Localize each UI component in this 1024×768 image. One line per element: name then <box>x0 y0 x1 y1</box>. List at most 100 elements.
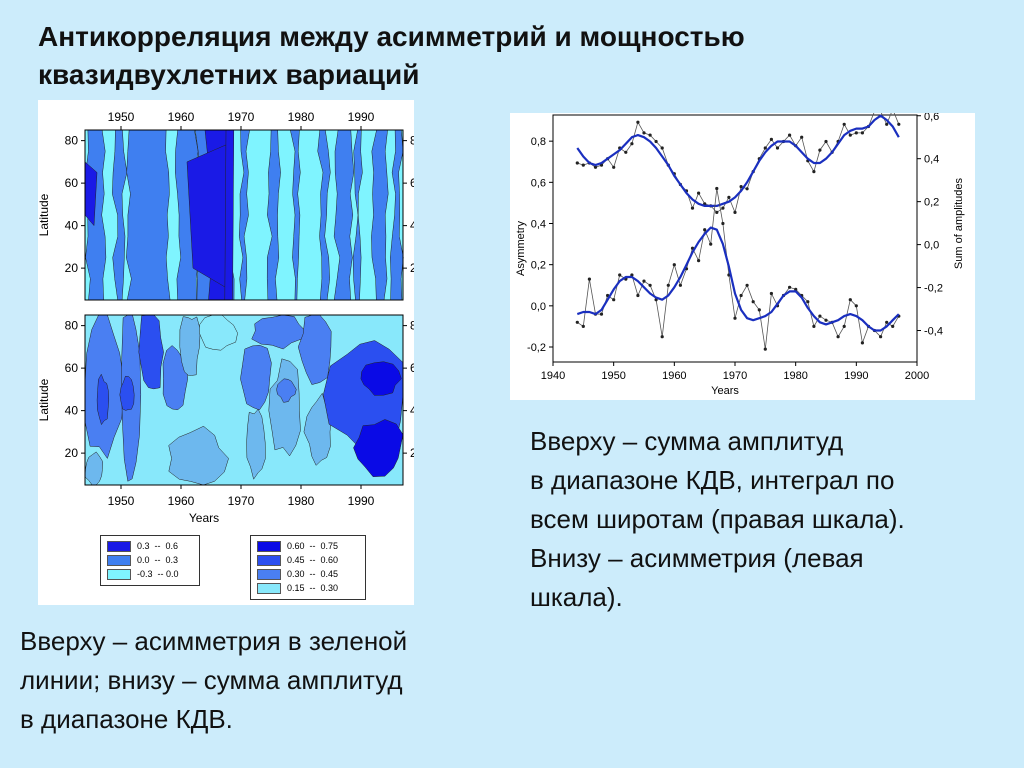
right-caption: Вверху – сумма амплитуд в диапазоне КДВ,… <box>530 422 1024 617</box>
series-right-point <box>788 133 792 137</box>
y-tick-label: 40 <box>65 404 79 418</box>
right-caption-line: шкала). <box>530 582 623 612</box>
asymmetry-band <box>126 129 171 301</box>
x-tick-label-top: 1960 <box>168 110 195 124</box>
series-left-point <box>763 347 767 351</box>
x-tick-label-top: 1990 <box>348 110 375 124</box>
x-tick-label-bottom: 1980 <box>288 494 315 508</box>
timeseries-figure: 1,00,80,60,40,20,0-0,20,60,40,20,0-0,2-0… <box>510 95 975 400</box>
series-left-point <box>885 320 889 324</box>
series-right-point <box>897 122 901 126</box>
series-left-point <box>581 324 585 328</box>
series-left-point <box>721 221 725 226</box>
left-caption-line: линии; внизу – сумма амплитуд <box>20 665 403 695</box>
y-tick-label: 80 <box>410 319 414 333</box>
asymmetry-dark-region <box>224 129 235 301</box>
amplitude-contour <box>199 314 238 351</box>
y-tick-label: 40 <box>65 219 79 233</box>
series-right-point <box>660 146 664 150</box>
slide-title: Антикорреляция между асимметрий и мощнос… <box>38 18 938 94</box>
series-left-point <box>824 318 828 322</box>
x-tick-label-top: 1970 <box>228 110 255 124</box>
y-tick-label: 20 <box>410 446 414 460</box>
x-tick-label: 2000 <box>905 370 929 382</box>
y-tick-label: 80 <box>65 134 79 148</box>
y-tick-label: 60 <box>65 176 79 190</box>
left-caption: Вверху – асимметрия в зеленой линии; вни… <box>20 622 540 739</box>
series-right-point <box>860 131 864 135</box>
series-left-point <box>818 314 822 318</box>
x-tick-label: 1960 <box>662 370 686 382</box>
y-tick-label: 60 <box>65 361 79 375</box>
x-tick-label-bottom: 1950 <box>108 494 135 508</box>
series-right-point <box>612 165 616 169</box>
y-tick-label: 20 <box>65 261 79 275</box>
x-tick-label-top: 1980 <box>288 110 315 124</box>
series-right-point <box>733 210 737 214</box>
amplitude-contour <box>168 425 229 486</box>
amplitude-map-frame <box>84 314 404 486</box>
amplitude-contour <box>276 378 297 403</box>
x-tick-label-top: 1950 <box>108 110 135 124</box>
right-caption-line: Внизу – асимметрия (левая <box>530 543 864 573</box>
series-left-point <box>836 335 840 339</box>
legend-entry: 0.60 -- 0.75 <box>251 539 365 553</box>
series-right-point <box>697 191 701 195</box>
y-left-tick-label: 0,4 <box>531 219 546 231</box>
series-left-point <box>678 283 682 287</box>
series-left-point <box>618 273 622 277</box>
series-right-point <box>727 195 731 199</box>
series-right-point <box>636 120 640 124</box>
series-right-point <box>848 133 852 137</box>
y-right-tick-label: -0,2 <box>924 283 943 295</box>
series-left-point <box>599 312 604 316</box>
series-left-point <box>648 283 652 287</box>
y-left-axis-label: Asymmetry <box>515 221 527 277</box>
series-left-point <box>788 285 792 289</box>
series-left-point <box>812 324 816 328</box>
series-left-point <box>794 287 798 291</box>
x-tick-label: 1980 <box>783 370 807 382</box>
series-right-point <box>885 122 889 126</box>
y-tick-label: 20 <box>410 261 414 275</box>
series-left-point <box>715 186 719 191</box>
series-right-point <box>769 137 773 141</box>
y-left-tick-label: 0,8 <box>531 136 546 148</box>
y-tick-label: 40 <box>410 219 414 233</box>
legend-label: 0.30 -- 0.45 <box>287 569 339 579</box>
series-left-point <box>612 298 616 302</box>
y-right-tick-label: 0,6 <box>924 113 939 123</box>
series-left-point <box>806 300 810 304</box>
y-axis-label: Latitude <box>38 378 51 421</box>
y-left-tick-label: 0,6 <box>531 177 546 189</box>
legend-label: 0.0 -- 0.3 <box>137 555 179 565</box>
series-left-point <box>842 324 846 328</box>
y-left-tick-label: 0,2 <box>531 260 546 272</box>
amplitude-contour <box>360 361 402 396</box>
y-right-tick-label: 0,2 <box>924 197 939 209</box>
y-tick-label: 20 <box>65 446 79 460</box>
series-left-point <box>860 341 864 345</box>
legend-entry: 0.0 -- 0.3 <box>101 553 199 567</box>
legend-swatch <box>257 540 281 552</box>
left-caption-line: в диапазоне КДВ. <box>20 704 233 734</box>
right-caption-line: всем широтам (правая шкала). <box>530 504 905 534</box>
legend-entry: 0.15 -- 0.30 <box>251 581 365 595</box>
series-right-point <box>654 139 658 144</box>
amplitude-legend: 0.60 -- 0.75 0.45 -- 0.60 0.30 -- 0.45 0.15… <box>250 535 366 600</box>
series-left-point <box>587 277 591 281</box>
series-left-point <box>703 228 707 232</box>
series-right-point <box>775 146 780 150</box>
right-caption-line: Вверху – сумма амплитуд <box>530 426 844 456</box>
y-right-tick-label: 0,0 <box>924 240 939 252</box>
amplitude-contour <box>251 314 306 350</box>
asymmetry-legend: 0.3 -- 0.6 0.0 -- 0.3 -0.3 -- 0.0 <box>100 535 200 586</box>
series-left-point <box>697 259 701 263</box>
plot-frame <box>552 114 918 363</box>
series-left-point <box>660 335 664 339</box>
series-left-point <box>848 298 852 302</box>
x-tick-label: 1990 <box>844 370 868 382</box>
series-left-point <box>733 316 737 320</box>
series-right-point <box>818 148 822 152</box>
y-tick-label: 80 <box>410 134 414 148</box>
